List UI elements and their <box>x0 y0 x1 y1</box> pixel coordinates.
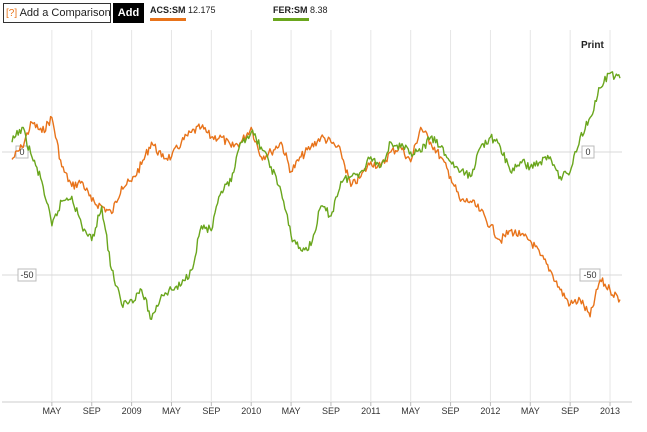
legend-value: 12.175 <box>188 5 216 15</box>
legend-value: 8.38 <box>310 5 328 15</box>
x-tick-label: MAY <box>401 406 420 416</box>
x-tick-label: 2011 <box>361 406 380 416</box>
y-tick-label: 0 <box>19 147 24 157</box>
add-button[interactable]: Add <box>113 3 144 23</box>
x-tick-label: MAY <box>282 406 301 416</box>
add-comparison-label: Add a Comparison <box>19 7 111 19</box>
legend-ticker: FER:SM <box>273 5 308 15</box>
help-icon[interactable]: [?] <box>6 8 18 19</box>
y-label-box <box>581 145 595 159</box>
x-tick-label: SEP <box>561 406 579 416</box>
legend-item-fer: FER:SM 8.38 <box>273 5 328 21</box>
y-tick-label: 0 <box>585 147 590 157</box>
x-tick-label: SEP <box>202 406 220 416</box>
x-tick-label: SEP <box>83 406 101 416</box>
x-tick-label: 2013 <box>600 406 620 416</box>
legend-ticker: ACS:SM <box>150 5 186 15</box>
toolbar: [?] Add a Comparison Add ACS:SM 12.175 F… <box>0 0 647 28</box>
legend-swatch <box>150 18 186 21</box>
y-label-box <box>579 268 601 282</box>
level-lines: 0 0 -50 -50 <box>2 145 622 282</box>
legend-item-acs: ACS:SM 12.175 <box>150 5 216 21</box>
print-link[interactable]: Print <box>581 40 604 51</box>
y-tick-label: -50 <box>20 270 33 280</box>
x-tick-label: 2009 <box>122 406 142 416</box>
series-line-fersm <box>11 71 621 320</box>
x-tick-label: 2012 <box>480 406 500 416</box>
add-comparison-input[interactable]: [?] Add a Comparison <box>3 3 111 23</box>
x-tick-label: SEP <box>322 406 340 416</box>
y-label-box <box>17 268 37 282</box>
series-line-acssm <box>11 115 621 318</box>
y-tick-label: -50 <box>583 270 596 280</box>
x-tick-label: 2010 <box>241 406 261 416</box>
legend-swatch <box>273 18 309 21</box>
x-tick-label: SEP <box>442 406 460 416</box>
x-tick-label: MAY <box>42 406 61 416</box>
chart-series <box>11 71 621 320</box>
chart-grid <box>2 30 632 403</box>
x-tick-label: MAY <box>162 406 181 416</box>
x-axis: MAY SEP 2009 MAY SEP 2010 MAY SEP 2011 MAY SEP 2012… <box>42 402 620 416</box>
x-tick-label: MAY <box>521 406 540 416</box>
